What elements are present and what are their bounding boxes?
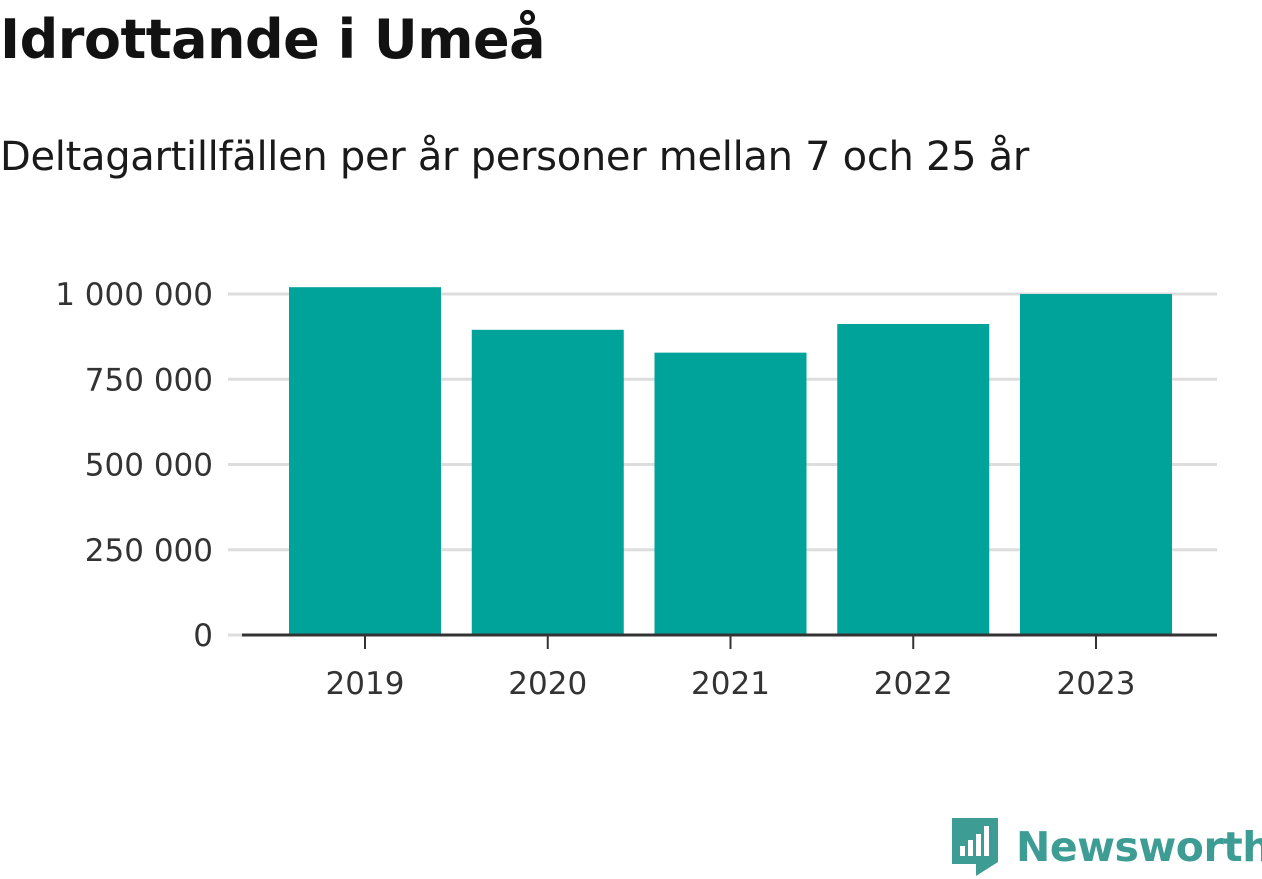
brand-logo: Newsworthy xyxy=(950,815,1262,879)
bar-chart-logo-icon xyxy=(952,818,998,876)
x-tick-label: 2021 xyxy=(691,666,770,702)
x-tick-label: 2022 xyxy=(874,666,953,702)
x-tick-label: 2023 xyxy=(1057,666,1136,702)
x-tick-label: 2019 xyxy=(326,666,405,702)
y-tick-label: 750 000 xyxy=(85,362,213,398)
bars xyxy=(289,287,1172,635)
bar-2023 xyxy=(1020,294,1172,635)
axes xyxy=(242,633,1217,649)
bar-2022 xyxy=(837,324,990,635)
y-tick-label: 250 000 xyxy=(85,533,213,569)
y-tick-label: 1 000 000 xyxy=(55,277,213,313)
chart-title: Idrottande i Umeå xyxy=(0,8,546,71)
x-tick-label: 2020 xyxy=(508,666,587,702)
chart-subtitle: Deltagartillfällen per år personer mella… xyxy=(0,134,1030,180)
tick-labels: 0 250 000 500 000 750 000 1 000 000 2019 2020 2… xyxy=(55,277,1135,702)
brand-name: Newsworthy xyxy=(1016,823,1262,871)
bar-2019 xyxy=(289,287,441,635)
y-tick-label: 500 000 xyxy=(85,448,213,484)
bar-2021 xyxy=(654,352,807,635)
y-tick-label: 0 xyxy=(193,618,213,654)
bar-2020 xyxy=(471,329,624,635)
